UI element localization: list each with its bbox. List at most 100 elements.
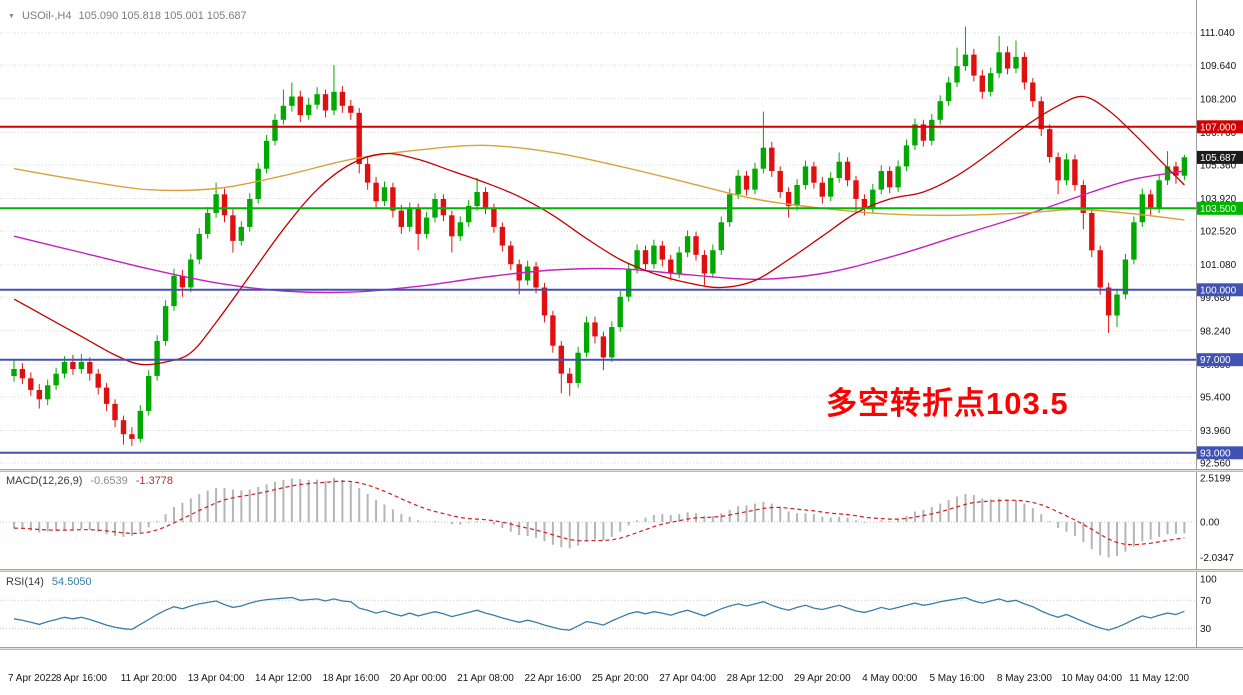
candle [474, 178, 480, 211]
candle-body [988, 73, 994, 92]
price-line-tag-97.000[interactable]: 97.000 [1197, 353, 1243, 367]
candle [937, 95, 943, 125]
candle-body [541, 287, 548, 316]
price-line-tag-103.500[interactable]: 103.500 [1197, 201, 1243, 215]
candle [769, 141, 775, 177]
candle [146, 370, 152, 416]
candle-body [154, 341, 160, 376]
candle [844, 157, 851, 187]
candle [853, 175, 859, 213]
rsi-axis-label: 70 [1200, 596, 1212, 607]
candle [971, 48, 977, 82]
candle [684, 230, 691, 258]
annotation-text[interactable]: 多空转折点103.5 [826, 386, 1069, 421]
price-line-tag-107.000[interactable]: 107.000 [1197, 120, 1243, 134]
candle [398, 204, 404, 234]
price-tick-label: 102.520 [1200, 227, 1237, 238]
candle [920, 119, 927, 147]
candle [120, 415, 127, 445]
candle [693, 231, 699, 261]
rsi-axis-label: 100 [1200, 575, 1217, 586]
candle-body [1030, 82, 1036, 102]
price-tick-label: 105.360 [1200, 161, 1237, 172]
candle-body [819, 182, 825, 197]
candle-body [1097, 250, 1103, 288]
candle-body [954, 66, 960, 83]
candle [11, 360, 17, 382]
rsi-line [13, 596, 1185, 631]
candle-body [609, 327, 615, 358]
candle-body [1173, 166, 1179, 176]
panel-separator[interactable] [0, 469, 1243, 472]
candle-body [642, 250, 649, 265]
candle [280, 89, 287, 125]
candle-body [828, 178, 834, 197]
candle [558, 341, 564, 394]
candle [263, 134, 270, 174]
candle-body [103, 387, 110, 404]
candle [785, 187, 792, 218]
candle [988, 67, 994, 97]
candle-body [1080, 185, 1086, 213]
candle-body [1114, 294, 1120, 316]
candle [676, 246, 682, 279]
price-tick-label: 99.680 [1200, 293, 1231, 304]
candle [179, 270, 186, 297]
candle-body [516, 264, 522, 281]
price-line-tag-100.000[interactable]: 100.000 [1197, 283, 1243, 297]
price-tick-label: 109.640 [1200, 61, 1237, 72]
candle [230, 209, 236, 253]
candle-body [617, 296, 623, 328]
candle-body [676, 252, 682, 274]
separator-band [0, 569, 1243, 572]
macd-axis-label: -2.0347 [1200, 553, 1234, 564]
price-line-tag-93.000[interactable]: 93.000 [1197, 446, 1243, 460]
candle [583, 316, 590, 358]
candle [1156, 174, 1162, 213]
price-tick-label: 93.960 [1200, 426, 1231, 437]
collapse-arrow-icon[interactable]: ▼ [8, 12, 15, 20]
candle [1122, 253, 1129, 300]
candle-body [297, 96, 303, 116]
candle-body [146, 376, 152, 411]
candle-body [710, 250, 716, 274]
candle [70, 355, 76, 375]
price-tick-label: 111.040 [1200, 28, 1235, 39]
candle [1021, 52, 1028, 90]
candle-body [11, 369, 17, 376]
candle-body [945, 82, 952, 102]
panel-separator[interactable] [0, 569, 1243, 572]
candle-body [769, 147, 775, 171]
candle [752, 162, 758, 195]
candle [28, 372, 34, 396]
candle-body [971, 54, 977, 76]
candle-body [339, 91, 346, 106]
candle-body [120, 420, 127, 435]
candle [499, 222, 506, 252]
candle [609, 321, 615, 362]
candle-body [87, 362, 93, 374]
candle [1080, 180, 1086, 230]
candle-body [474, 192, 480, 206]
candle [162, 300, 169, 346]
panel-separator[interactable] [0, 647, 1243, 650]
candle [945, 76, 952, 106]
candle-body [887, 171, 893, 188]
candle-body [1004, 52, 1011, 69]
ohlc-values-label: 105.090 105.818 105.001 105.687 [78, 10, 247, 22]
candle [634, 244, 640, 274]
candle [339, 86, 346, 113]
candle-body [491, 208, 497, 227]
candle [962, 26, 969, 71]
candle-body [61, 362, 68, 374]
candle-body [659, 245, 665, 260]
candle-body [280, 105, 287, 120]
price-tag-background [1197, 446, 1243, 460]
candle [735, 169, 741, 199]
candle-body [348, 105, 354, 113]
candle-body [482, 192, 489, 209]
candle-body [457, 222, 463, 237]
candle-body [373, 182, 379, 202]
